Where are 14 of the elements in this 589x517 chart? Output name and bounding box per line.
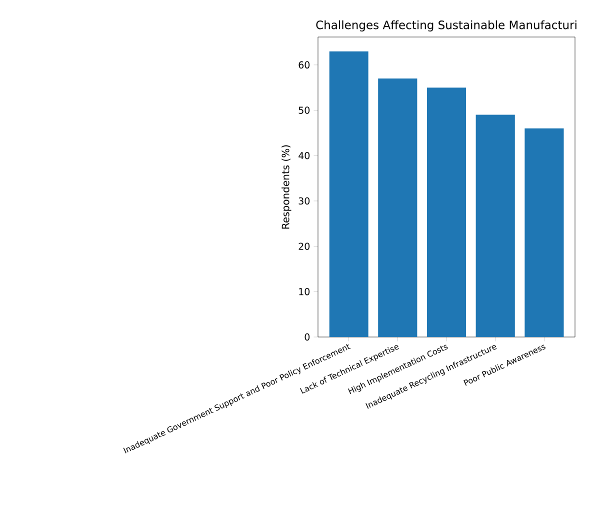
y-tick-label: 10 (299, 288, 310, 296)
y-tick-label: 60 (298, 61, 310, 68)
y-tick-label: 40 (298, 152, 310, 160)
bar (378, 78, 418, 338)
bar (426, 88, 466, 338)
bar (476, 114, 515, 338)
bar (524, 128, 564, 338)
y-tick-label: 20 (298, 242, 310, 250)
y-tick-label: 50 (298, 106, 310, 114)
bar (329, 51, 368, 338)
y-tick-label: 30 (298, 197, 310, 205)
chart-title: Challenges Affecting Sustainable Manufacturi (316, 20, 576, 32)
y-axis-title: Respondents (%) (282, 145, 292, 229)
y-tick-label: 0 (304, 333, 310, 341)
